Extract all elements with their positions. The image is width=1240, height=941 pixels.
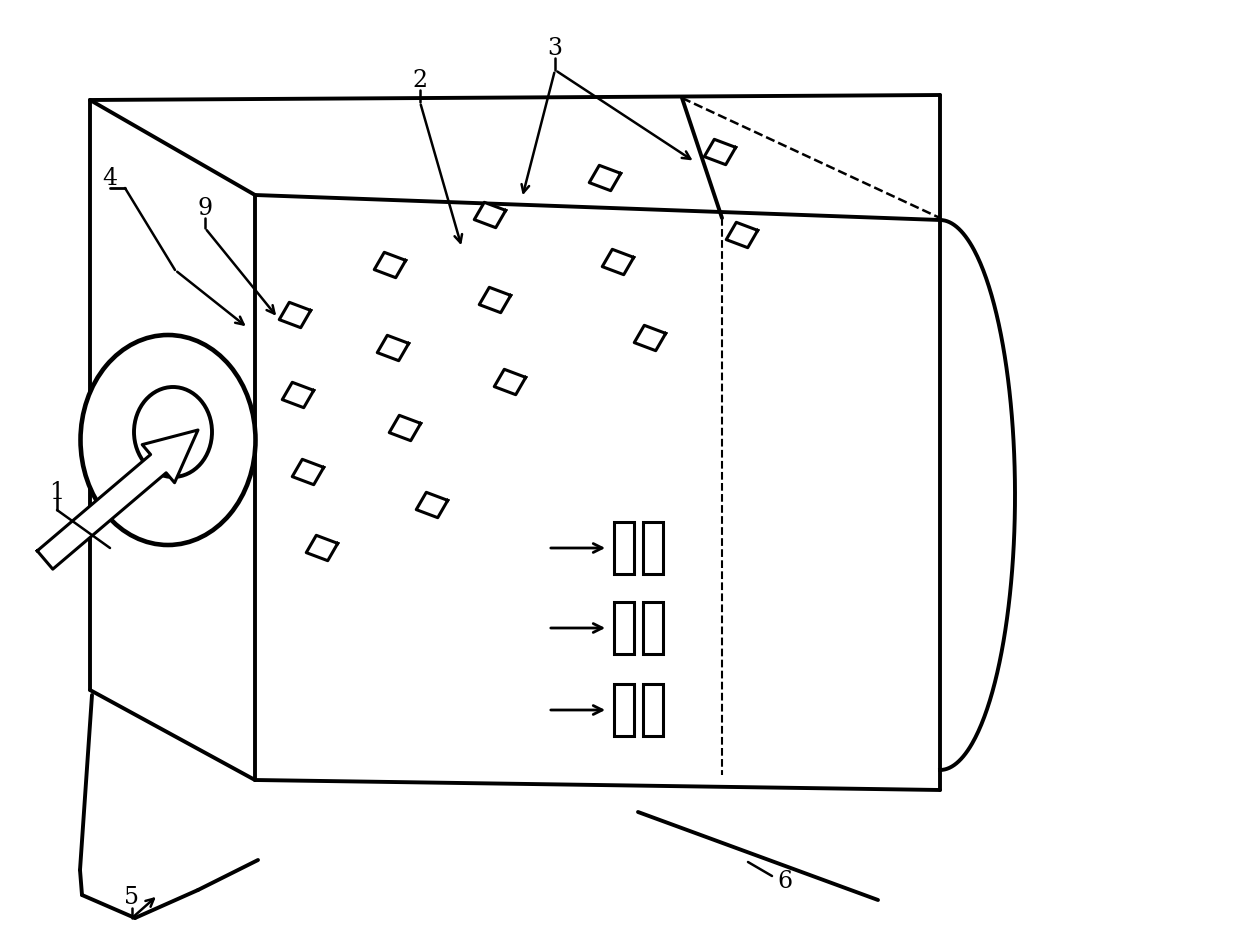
Polygon shape <box>306 535 337 561</box>
Text: 1: 1 <box>50 481 64 503</box>
Ellipse shape <box>134 387 212 477</box>
Polygon shape <box>480 287 511 312</box>
Polygon shape <box>589 166 621 191</box>
Polygon shape <box>474 202 506 228</box>
Bar <box>614 522 634 574</box>
Polygon shape <box>704 139 735 165</box>
Bar <box>642 522 662 574</box>
Polygon shape <box>495 369 526 394</box>
Polygon shape <box>374 252 405 278</box>
Polygon shape <box>377 335 409 360</box>
Polygon shape <box>283 382 314 407</box>
Polygon shape <box>727 222 758 247</box>
Bar <box>642 602 662 654</box>
Bar <box>642 684 662 736</box>
Polygon shape <box>417 492 448 518</box>
Polygon shape <box>635 326 666 351</box>
Text: 5: 5 <box>124 886 139 910</box>
Text: 9: 9 <box>197 197 212 219</box>
Polygon shape <box>279 302 311 327</box>
Polygon shape <box>37 430 198 569</box>
Text: 2: 2 <box>413 69 428 91</box>
Ellipse shape <box>81 335 255 545</box>
Bar <box>614 602 634 654</box>
Text: 4: 4 <box>103 167 118 189</box>
Bar <box>614 684 634 736</box>
Polygon shape <box>389 415 420 440</box>
Polygon shape <box>603 249 634 275</box>
Polygon shape <box>293 459 324 485</box>
Text: 6: 6 <box>777 870 792 894</box>
Text: 3: 3 <box>548 37 563 59</box>
